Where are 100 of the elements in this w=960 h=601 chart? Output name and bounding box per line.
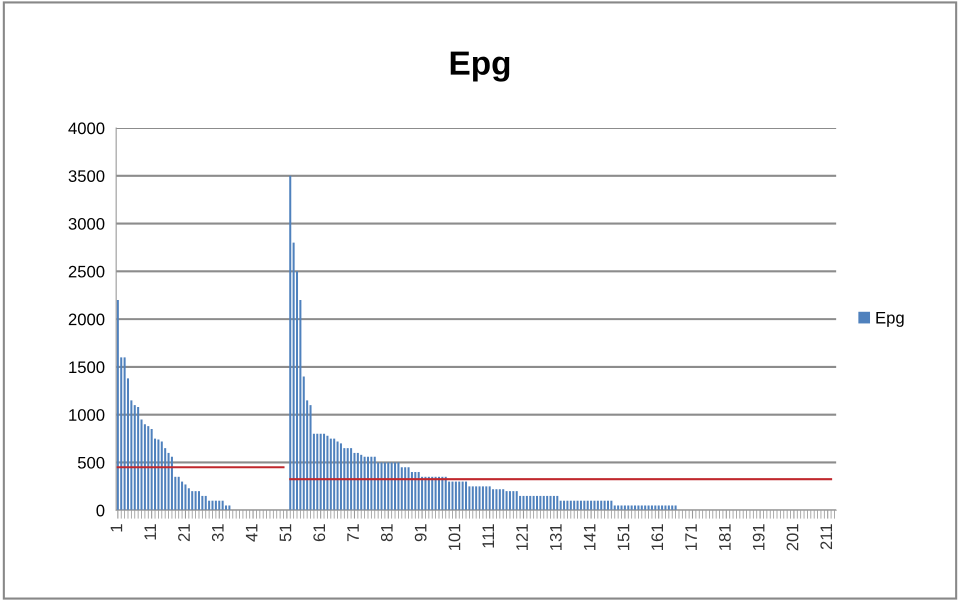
- bar: [384, 462, 386, 510]
- bar: [188, 488, 190, 510]
- x-tick-label: 71: [347, 524, 359, 542]
- bar: [356, 452, 359, 510]
- bar: [546, 496, 548, 510]
- bar: [320, 434, 322, 510]
- bar: [330, 438, 332, 510]
- bar: [516, 491, 518, 510]
- bar: [529, 496, 532, 510]
- bar: [204, 496, 207, 510]
- bar: [394, 462, 396, 510]
- x-tick-label: 111: [482, 524, 494, 548]
- bar: [198, 491, 200, 510]
- y-tick-label: 3000: [68, 218, 104, 230]
- bar: [289, 176, 292, 510]
- bar: [552, 496, 555, 510]
- bar: [431, 476, 434, 510]
- bar: [346, 448, 349, 510]
- legend-label: Epg: [876, 312, 904, 327]
- bar: [340, 443, 342, 510]
- x-tick-label: 131: [550, 524, 562, 550]
- bar: [610, 500, 612, 510]
- y-tick-label: 3500: [68, 170, 104, 182]
- bar: [465, 482, 468, 510]
- bar: [428, 476, 430, 510]
- bar: [583, 500, 586, 510]
- bar: [418, 472, 420, 510]
- bar: [178, 476, 180, 510]
- x-tick-label: 11: [144, 524, 156, 540]
- bar: [526, 496, 528, 510]
- bar: [475, 486, 478, 510]
- bar: [454, 482, 457, 510]
- bar: [532, 496, 535, 510]
- x-tick-label: 101: [448, 524, 460, 550]
- bar: [444, 476, 447, 510]
- bar: [380, 462, 383, 510]
- bar: [472, 486, 474, 510]
- bar: [495, 489, 498, 510]
- x-tick-label: 51: [280, 524, 292, 542]
- bar: [370, 456, 372, 510]
- bar: [184, 484, 186, 510]
- bar: [492, 489, 494, 510]
- bar: [150, 429, 153, 510]
- x-tick-label: 1: [110, 524, 122, 532]
- bar: [502, 489, 504, 510]
- bar: [414, 472, 416, 510]
- x-tick-label: 121: [516, 524, 528, 550]
- bar: [498, 489, 501, 510]
- bar: [478, 486, 481, 510]
- bar: [364, 456, 366, 510]
- bar: [488, 486, 491, 510]
- x-tick-label: 171: [685, 524, 697, 550]
- bar: [573, 500, 576, 510]
- bar: [506, 491, 508, 510]
- y-tick-label: 0: [96, 504, 104, 516]
- bar: [441, 476, 444, 510]
- bar: [160, 441, 163, 510]
- x-tick-label: 41: [246, 524, 258, 542]
- bar: [366, 456, 370, 510]
- bar: [570, 500, 572, 510]
- bar: [604, 500, 606, 510]
- bar: [485, 486, 488, 510]
- y-tick-label: 4000: [68, 122, 104, 134]
- y-tick-label: 1000: [69, 409, 104, 421]
- bar: [536, 496, 538, 510]
- bar: [218, 500, 220, 510]
- bar: [438, 476, 440, 510]
- y-tick-label: 1500: [69, 361, 104, 374]
- x-tick-label: 191: [752, 524, 765, 550]
- bar: [374, 456, 376, 510]
- bar: [116, 300, 119, 510]
- bar: [408, 467, 410, 510]
- x-tick-label: 211: [820, 524, 832, 550]
- bar: [508, 491, 511, 510]
- x-tick-label: 91: [414, 524, 427, 542]
- y-tick-label: 2000: [68, 314, 104, 326]
- y-tick-label: 2500: [68, 266, 104, 278]
- x-tick-label: 141: [584, 524, 596, 550]
- bar: [462, 482, 464, 510]
- bar: [191, 491, 194, 510]
- y-tick-label: 500: [78, 456, 104, 469]
- x-tick-label: 21: [178, 524, 190, 542]
- bar: [586, 500, 589, 510]
- bar: [397, 462, 400, 510]
- bar: [596, 500, 599, 510]
- bar: [194, 491, 197, 510]
- bar: [458, 482, 460, 510]
- bar: [222, 500, 224, 510]
- bar: [323, 434, 326, 510]
- bar: [434, 476, 437, 510]
- bar: [600, 500, 602, 510]
- bar: [387, 462, 390, 510]
- bar: [147, 426, 150, 510]
- bar: [211, 500, 214, 510]
- bar: [482, 486, 484, 510]
- bar: [566, 500, 568, 510]
- bar: [170, 456, 173, 510]
- bar: [590, 500, 592, 510]
- bar: [512, 491, 514, 510]
- bar: [124, 357, 126, 510]
